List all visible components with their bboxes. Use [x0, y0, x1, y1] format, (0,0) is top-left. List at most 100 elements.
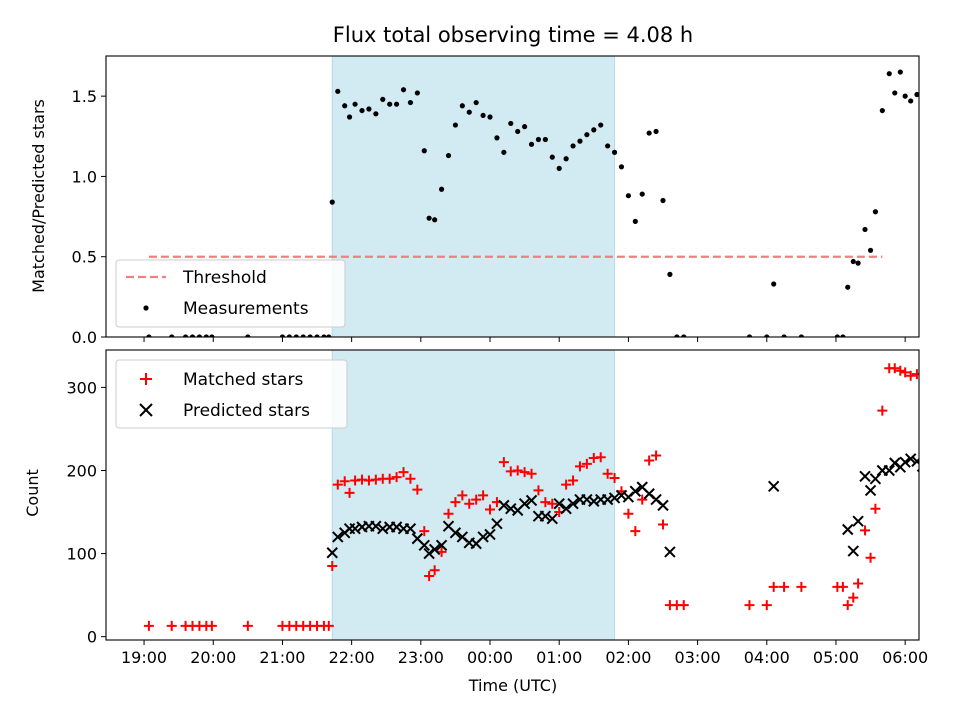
matched-stars-point	[384, 473, 395, 484]
matched-stars-point	[561, 479, 572, 490]
matched-stars-point	[485, 504, 496, 515]
matched-stars-point	[568, 475, 579, 486]
measurement-point	[535, 136, 542, 143]
measurement-point	[681, 334, 687, 337]
bottom-legend: Matched stars Predicted stars	[115, 359, 348, 429]
matched-stars-point	[344, 487, 355, 498]
measurement-point	[625, 193, 631, 199]
measurement-point	[872, 209, 879, 215]
x-tick-label: 06:00	[882, 648, 928, 667]
matched-stars-point	[842, 600, 853, 611]
chart-title: Flux total observing time = 4.08 h	[333, 23, 693, 47]
matched-stars-point	[457, 490, 468, 501]
matched-stars-point	[905, 370, 916, 381]
measurement-point	[528, 141, 535, 147]
matched-stars-point	[900, 367, 911, 378]
matched-stars-point	[242, 620, 253, 631]
matched-stars-point	[623, 508, 634, 519]
measurement-point	[914, 91, 919, 98]
predicted-stars-point	[477, 531, 489, 543]
top-y-axis-label: Matched/Predicted stars	[29, 99, 48, 293]
series-predicted-stars	[326, 453, 919, 560]
measurement-point	[798, 334, 804, 337]
measurement-point	[494, 135, 500, 141]
predicted-stars-point	[847, 545, 859, 557]
bottom-axes-frame	[105, 349, 920, 641]
predicted-stars-point	[518, 498, 531, 510]
measurement-point	[850, 258, 856, 265]
measurement-point	[480, 112, 486, 119]
predicted-stars-point	[608, 492, 621, 504]
predicted-stars-point	[842, 523, 854, 536]
measurement-point	[335, 88, 341, 94]
matched-stars-point	[424, 571, 435, 582]
measurement-point	[549, 154, 555, 160]
x-tick-label: 23:00	[398, 648, 444, 667]
top-y-tick-label: 1.0	[72, 167, 97, 186]
x-tick-label: 00:00	[467, 648, 513, 667]
predicted-stars-point	[370, 520, 382, 532]
matched-stars-point	[512, 465, 523, 476]
legend-predicted-label: Predicted stars	[183, 401, 310, 421]
series-matched-stars	[143, 363, 919, 631]
measurement-point	[146, 334, 152, 337]
measurement-point	[380, 96, 386, 102]
predicted-stars-point	[567, 498, 579, 510]
bottom-panel: 0 100 200 300 19:00 20:00 21:00 22:00 23:00 00:00…	[66, 349, 928, 667]
legend-predicted-swatch	[139, 403, 153, 417]
measurement-point	[845, 284, 851, 290]
predicted-stars-point	[539, 510, 552, 522]
measurement-point	[840, 334, 846, 337]
predicted-stars-point	[435, 539, 448, 551]
bottom-plot-area	[143, 350, 919, 640]
measurement-point	[203, 334, 209, 337]
matched-stars-point	[206, 620, 217, 631]
measurement-point	[781, 334, 787, 337]
predicted-stars-point	[546, 512, 558, 525]
bottom-y-tick-label: 200	[66, 461, 97, 480]
predicted-stars-point	[899, 456, 911, 468]
top-y-tick-label: 1.5	[72, 87, 97, 106]
matched-stars-point	[574, 461, 585, 472]
measurement-point	[421, 148, 427, 154]
matched-stars-point	[419, 526, 430, 537]
measurement-point	[473, 99, 479, 106]
predicted-stars-point	[852, 515, 864, 527]
measurement-point	[196, 334, 203, 337]
measurement-point	[359, 107, 365, 114]
matched-stars-point	[779, 581, 790, 592]
measurement-point	[515, 128, 521, 135]
matched-stars-point	[143, 620, 154, 631]
measurement-point	[577, 138, 583, 144]
matched-stars-point	[637, 494, 648, 505]
measurement-point	[646, 130, 652, 136]
bottom-y-tick-label: 100	[66, 545, 97, 564]
matched-stars-point	[526, 468, 537, 479]
x-tick-label: 03:00	[675, 648, 721, 667]
measurement-point	[584, 132, 590, 138]
measurement-point	[300, 334, 306, 337]
measurement-point	[667, 271, 673, 277]
matched-stars-point	[848, 592, 859, 603]
bottom-y-tick-label: 300	[66, 378, 97, 397]
measurement-point	[892, 90, 898, 96]
legend-measurements-swatch	[143, 305, 149, 311]
x-tick-label: 21:00	[259, 648, 305, 667]
measurement-point	[771, 281, 777, 287]
measurement-point	[400, 87, 407, 93]
measurement-point	[329, 199, 335, 205]
measurement-point	[902, 93, 908, 99]
measurement-point	[867, 247, 874, 253]
measurement-point	[352, 101, 358, 107]
measurement-point	[653, 128, 659, 135]
predicted-stars-point	[404, 522, 417, 535]
predicted-stars-point	[911, 455, 919, 468]
top-observing-span	[331, 56, 616, 337]
measurement-point	[387, 101, 393, 107]
top-plot-area	[146, 56, 919, 337]
matched-stars-point	[761, 600, 772, 611]
measurement-point	[639, 191, 645, 197]
measurement-point	[556, 165, 562, 171]
measurement-point	[346, 114, 353, 120]
matched-stars-point	[519, 467, 530, 478]
